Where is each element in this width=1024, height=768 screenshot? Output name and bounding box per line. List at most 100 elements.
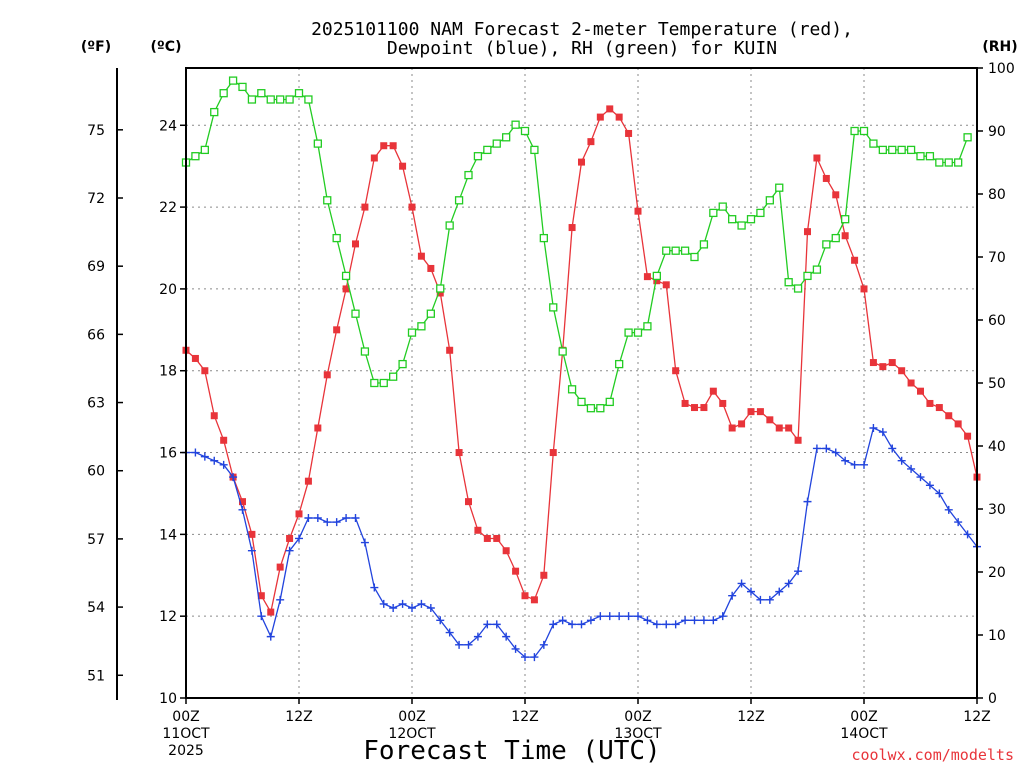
temperature-point	[427, 264, 435, 272]
temperature-point	[323, 371, 331, 379]
rh-point	[662, 246, 671, 255]
temperature-point	[747, 408, 755, 416]
temperature-point	[822, 174, 830, 182]
dewpoint-point	[295, 534, 303, 543]
temperature-point	[700, 404, 708, 412]
x-tick-label: 00Z	[172, 709, 199, 725]
dewpoint-point	[426, 604, 435, 612]
rh-point	[671, 246, 680, 255]
dewpoint-point	[605, 612, 614, 621]
dewpoint-point	[257, 612, 266, 621]
dewpoint-point	[332, 518, 341, 527]
rh-point	[624, 328, 633, 337]
dewpoint-point	[276, 595, 285, 604]
rh-point	[389, 372, 398, 381]
x-tick-label: 11OCT	[162, 726, 210, 742]
text-layer: 2025101100 NAM Forecast 2-meter Temperat…	[81, 19, 1018, 766]
temperature-point	[568, 224, 576, 232]
temperature-point	[286, 534, 294, 542]
celsius-unit-label: (ºC)	[151, 39, 182, 55]
temperature-point	[370, 154, 378, 162]
temperature-point	[766, 416, 774, 424]
dewpoint-point	[737, 579, 746, 588]
x-tick-label: 12Z	[737, 709, 764, 725]
x-tick-label: 13OCT	[614, 726, 662, 742]
fahrenheit-tick-label: 57	[87, 532, 105, 548]
temperature-point	[860, 285, 868, 293]
temperature-point	[408, 203, 416, 211]
temperature-point	[888, 359, 896, 367]
dewpoint-point	[539, 640, 548, 649]
temperature-point	[945, 412, 953, 420]
temperature-point	[691, 404, 698, 412]
temperature-point	[304, 477, 312, 485]
x-tick-label: 00Z	[398, 709, 425, 725]
celsius-tick-label: 10	[159, 691, 177, 707]
rh-point	[841, 215, 850, 224]
rh-point	[963, 133, 972, 142]
temperature-point	[813, 154, 821, 162]
rh-point	[699, 240, 709, 249]
x-tick-label: 12Z	[285, 709, 312, 725]
dewpoint-point	[360, 538, 369, 547]
fahrenheit-tick-label: 54	[87, 600, 105, 616]
temperature-point	[681, 399, 689, 407]
dewpoint-point	[662, 620, 671, 629]
temperature-point	[578, 158, 585, 166]
temperature-point	[276, 563, 284, 571]
rh-point	[238, 82, 247, 92]
temperature-point	[352, 240, 359, 248]
temperature-point	[954, 420, 962, 428]
rh_percent-line	[185, 79, 969, 409]
dewpoint-point	[878, 428, 887, 437]
celsius-tick-label: 18	[159, 364, 177, 380]
temperature-point	[756, 408, 764, 416]
fahrenheit-tick-label: 63	[87, 396, 105, 412]
temperature-point	[295, 510, 303, 518]
temperature-point	[898, 367, 906, 375]
dewpoint-point	[709, 616, 718, 625]
temperature-point	[220, 436, 228, 444]
rh-point	[954, 158, 963, 167]
rh-point	[765, 196, 774, 205]
rh-point	[633, 328, 643, 337]
rh-point	[417, 322, 426, 331]
rh-point	[888, 145, 897, 155]
dewpoint-point	[502, 632, 511, 641]
temperature-point	[239, 498, 246, 506]
dewpoint-point	[794, 567, 803, 576]
rh-point	[756, 208, 765, 218]
temperature-point	[794, 436, 802, 444]
dewpoint-point	[304, 514, 313, 522]
temperature-point	[493, 534, 501, 542]
rh-point	[341, 271, 351, 281]
rh-point	[831, 233, 840, 243]
temperature-point	[738, 420, 746, 428]
rh-point	[398, 359, 407, 369]
dewpoint-point	[756, 595, 765, 604]
rh-point	[520, 126, 530, 136]
dewpoint-point	[624, 612, 633, 621]
dewpoint-point	[775, 587, 784, 596]
rh-tick-label: 80	[988, 187, 1006, 203]
rh-point	[784, 278, 793, 287]
dewpoint-point	[313, 514, 322, 522]
x-tick-label: 12Z	[963, 709, 990, 725]
celsius-tick-label: 20	[159, 282, 177, 298]
rh-point	[577, 397, 586, 407]
dewpoint-point	[596, 612, 605, 621]
fahrenheit-tick-label: 66	[87, 327, 105, 343]
dewpoint-point	[568, 620, 577, 629]
temperature-point	[389, 142, 397, 150]
rh-point	[690, 252, 699, 262]
temperature-point	[210, 412, 218, 420]
temperature-point	[634, 207, 642, 215]
rh-point	[370, 378, 379, 388]
dewpoint-point	[417, 599, 426, 608]
rh-point	[718, 202, 727, 211]
dewpoint-point	[473, 632, 482, 641]
celsius-tick-label: 22	[159, 200, 177, 216]
rh-point	[464, 170, 473, 180]
rh-point	[210, 107, 219, 117]
temperature-point	[719, 399, 727, 407]
